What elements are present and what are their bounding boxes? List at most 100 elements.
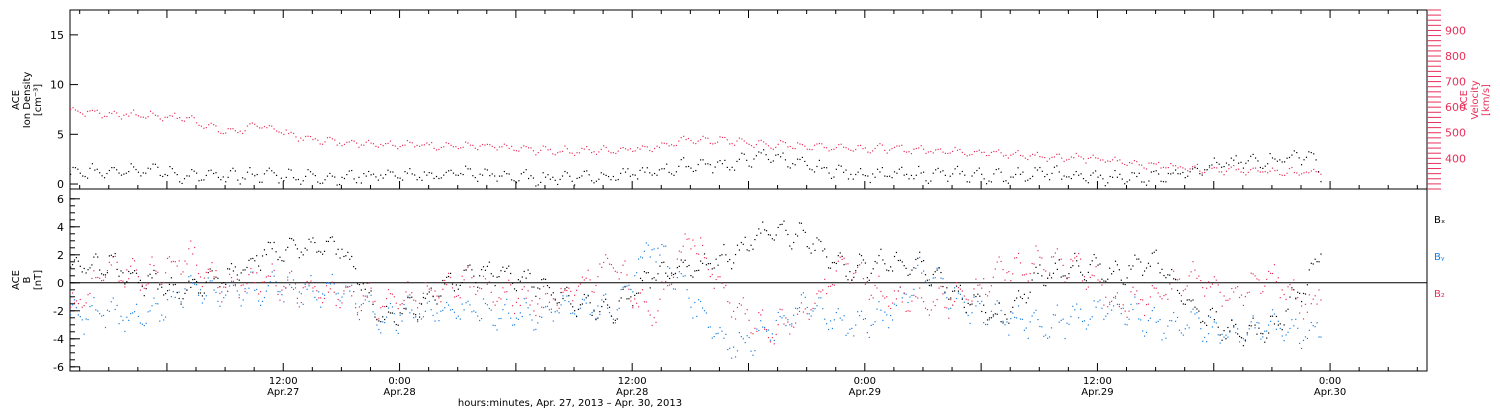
bz-point [1101, 284, 1103, 286]
bz-point [690, 248, 692, 250]
density-point [1024, 180, 1026, 182]
bz-point [1091, 274, 1093, 276]
velocity-point [637, 147, 639, 149]
by-point [692, 317, 694, 319]
bz-point [1308, 294, 1310, 296]
velocity-point [137, 115, 140, 117]
by-point [1310, 321, 1312, 324]
by-point [748, 336, 750, 339]
bx-point [473, 275, 475, 277]
by-point [1316, 322, 1318, 324]
bx-point [1283, 324, 1285, 326]
bx-point [616, 318, 618, 320]
bx-point [1132, 265, 1134, 267]
bz-point [765, 329, 768, 331]
bz-point [221, 301, 223, 303]
bz-point [263, 281, 266, 283]
by-point [1145, 331, 1148, 333]
bx-point [391, 312, 394, 314]
bz-point [320, 297, 322, 299]
by-point [323, 294, 326, 296]
density-point [166, 174, 169, 177]
by-point [385, 316, 388, 318]
density-point [86, 177, 89, 179]
by-point [101, 315, 103, 317]
by-point [1062, 318, 1064, 320]
by-point [1047, 337, 1049, 339]
velocity-point [125, 113, 127, 115]
density-point [915, 174, 917, 176]
bz-point [170, 261, 173, 263]
bz-point [345, 286, 347, 289]
by-point [1157, 320, 1159, 323]
bx-point [568, 295, 570, 297]
bx-point [91, 264, 93, 266]
bx-point [296, 248, 299, 250]
bx-point [849, 271, 851, 273]
by-point [1287, 331, 1289, 333]
by-point [1237, 328, 1239, 330]
bz-point [847, 263, 849, 265]
bx-point [1025, 302, 1027, 304]
by-point [938, 267, 940, 270]
bx-point [698, 269, 700, 271]
bx-point [389, 312, 392, 314]
by-point [1266, 330, 1268, 332]
top-panel-frame [69, 9, 1428, 190]
bz-point [335, 304, 337, 307]
bz-point [829, 285, 832, 287]
by-point [765, 330, 768, 332]
bz-point [1093, 275, 1095, 277]
by-point [213, 289, 215, 291]
density-point [302, 180, 304, 182]
velocity-point [770, 147, 772, 149]
bx-point [731, 268, 733, 270]
density-point [741, 152, 743, 154]
by-point [283, 301, 285, 303]
density-point [707, 163, 709, 165]
by-point [570, 312, 572, 315]
velocity-point [869, 152, 871, 154]
velocity-point [852, 150, 854, 152]
bz-point [1264, 285, 1266, 287]
velocity-point [389, 140, 392, 142]
by-point [698, 299, 700, 301]
bx-point [1318, 261, 1320, 263]
bx-point [554, 298, 556, 300]
by-point [234, 283, 236, 286]
density-point [729, 169, 731, 171]
by-point [1153, 307, 1155, 309]
bz-point [1283, 293, 1285, 296]
x-tick-label-date: Apr.30 [1314, 387, 1346, 398]
density-point [169, 165, 171, 168]
density-point [1124, 183, 1126, 185]
density-point [174, 172, 176, 174]
velocity-point [918, 147, 920, 149]
bz-point [1134, 293, 1136, 296]
bx-point [457, 288, 459, 290]
velocity-point [651, 150, 653, 153]
bz-point [1126, 316, 1128, 318]
bz-point [242, 284, 244, 286]
by-point [827, 328, 830, 331]
bz-point [698, 253, 700, 255]
bx-point [680, 259, 682, 261]
by-point [1143, 335, 1146, 337]
bx-point [1027, 297, 1029, 299]
bz-point [176, 265, 178, 267]
by-point [79, 316, 81, 318]
bz-point [1254, 275, 1256, 277]
density-point [377, 179, 379, 181]
bz-point [397, 308, 399, 310]
velocity-point [1099, 159, 1102, 161]
velocity-point [716, 141, 719, 143]
bx-point [513, 288, 516, 290]
bx-point [335, 253, 337, 255]
bz-point [292, 288, 295, 290]
by-point [221, 291, 223, 293]
bz-point [934, 304, 936, 307]
by-point [1167, 325, 1169, 327]
bx-point [948, 298, 950, 300]
by-point [796, 308, 799, 310]
bx-point [1231, 319, 1233, 322]
